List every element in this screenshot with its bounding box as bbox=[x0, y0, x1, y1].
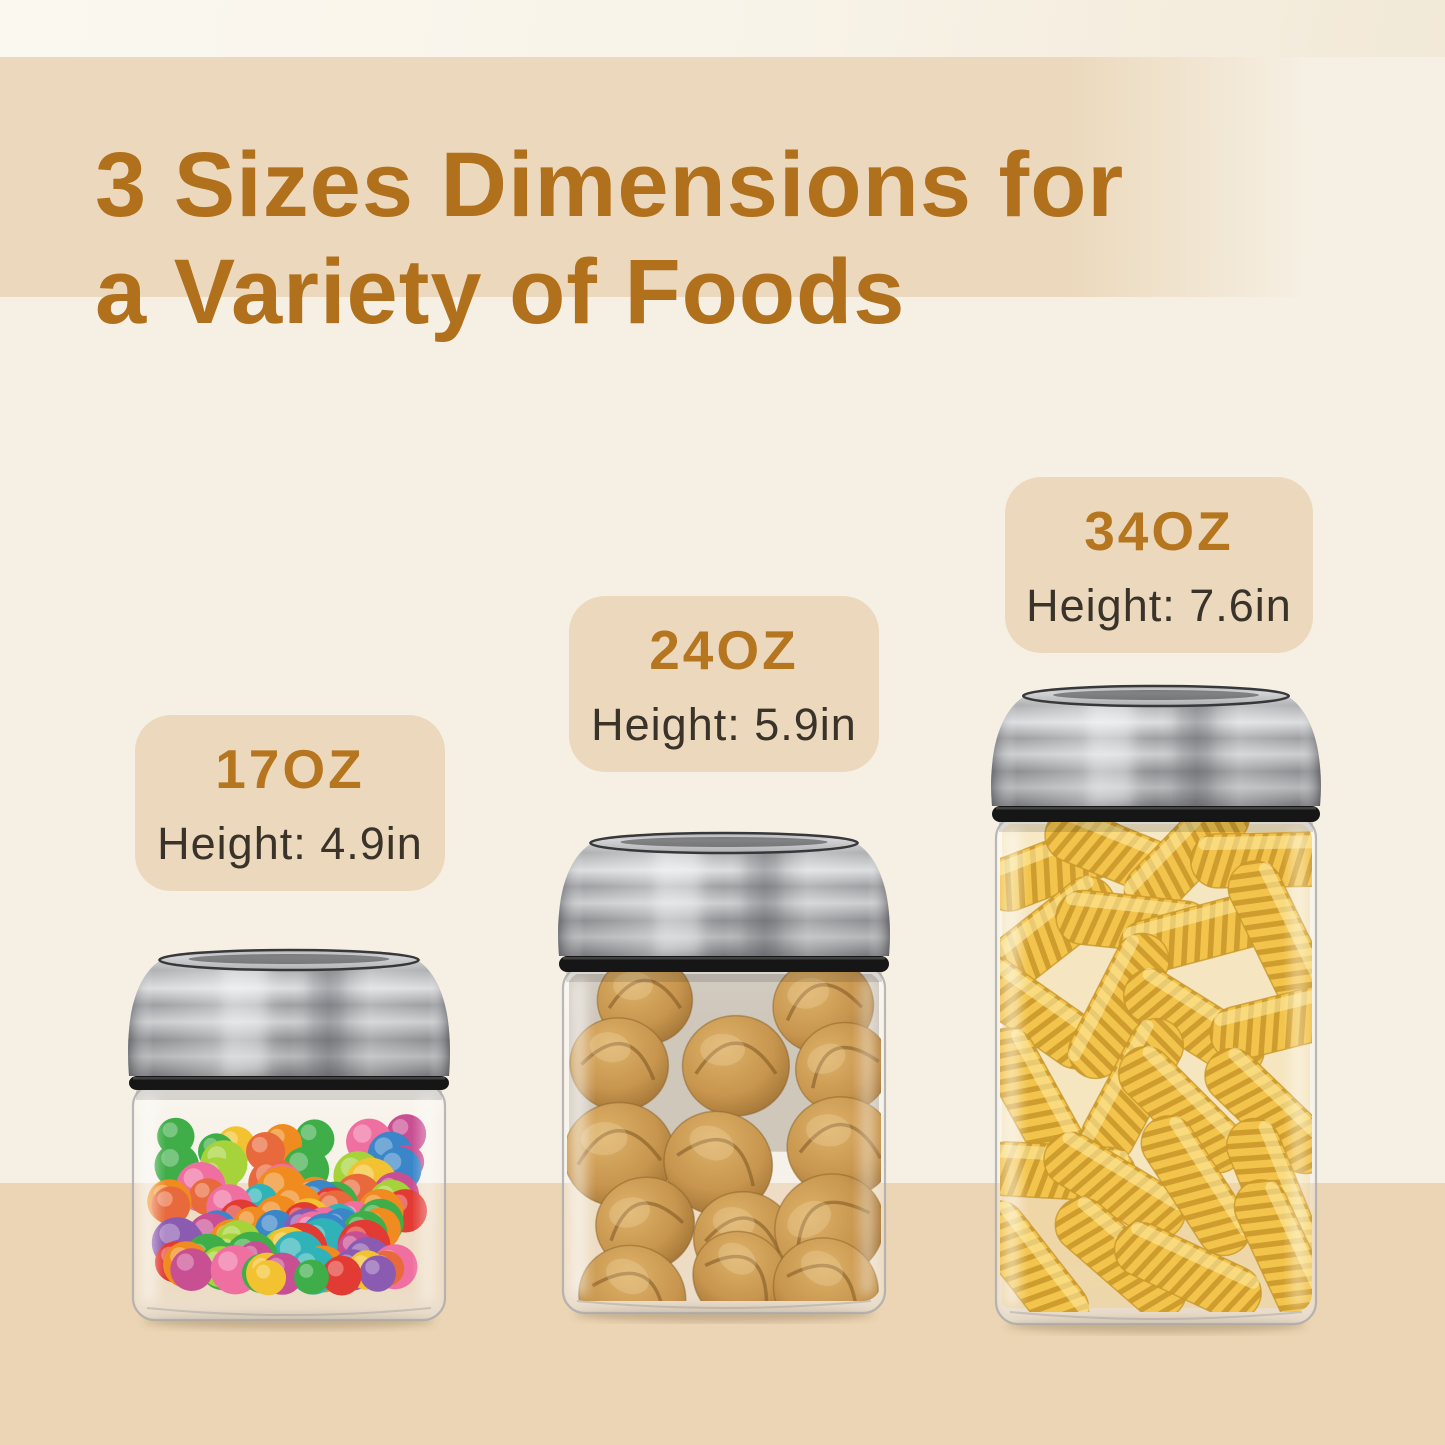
jar-24oz-image bbox=[557, 824, 891, 1324]
size-label: 24OZ bbox=[649, 618, 799, 681]
size-card-34oz: 34OZ Height: 7.6in bbox=[1005, 477, 1313, 653]
size-label: 34OZ bbox=[1084, 499, 1234, 562]
height-label: Height: 5.9in bbox=[591, 698, 857, 750]
jar-34oz-image bbox=[990, 676, 1322, 1336]
height-label: Height: 4.9in bbox=[157, 817, 423, 869]
size-label: 17OZ bbox=[215, 737, 365, 800]
title-line-2: a Variety of Foods bbox=[95, 241, 906, 343]
page-title: 3 Sizes Dimensions for a Variety of Food… bbox=[95, 132, 1124, 346]
top-band bbox=[0, 0, 1445, 57]
size-card-17oz: 17OZ Height: 4.9in bbox=[135, 715, 445, 891]
size-card-24oz: 24OZ Height: 5.9in bbox=[569, 596, 879, 772]
title-line-1: 3 Sizes Dimensions for bbox=[95, 134, 1125, 236]
title-banner: 3 Sizes Dimensions for a Variety of Food… bbox=[0, 57, 1445, 343]
jar-17oz-image bbox=[127, 940, 451, 1332]
height-label: Height: 7.6in bbox=[1026, 579, 1292, 631]
